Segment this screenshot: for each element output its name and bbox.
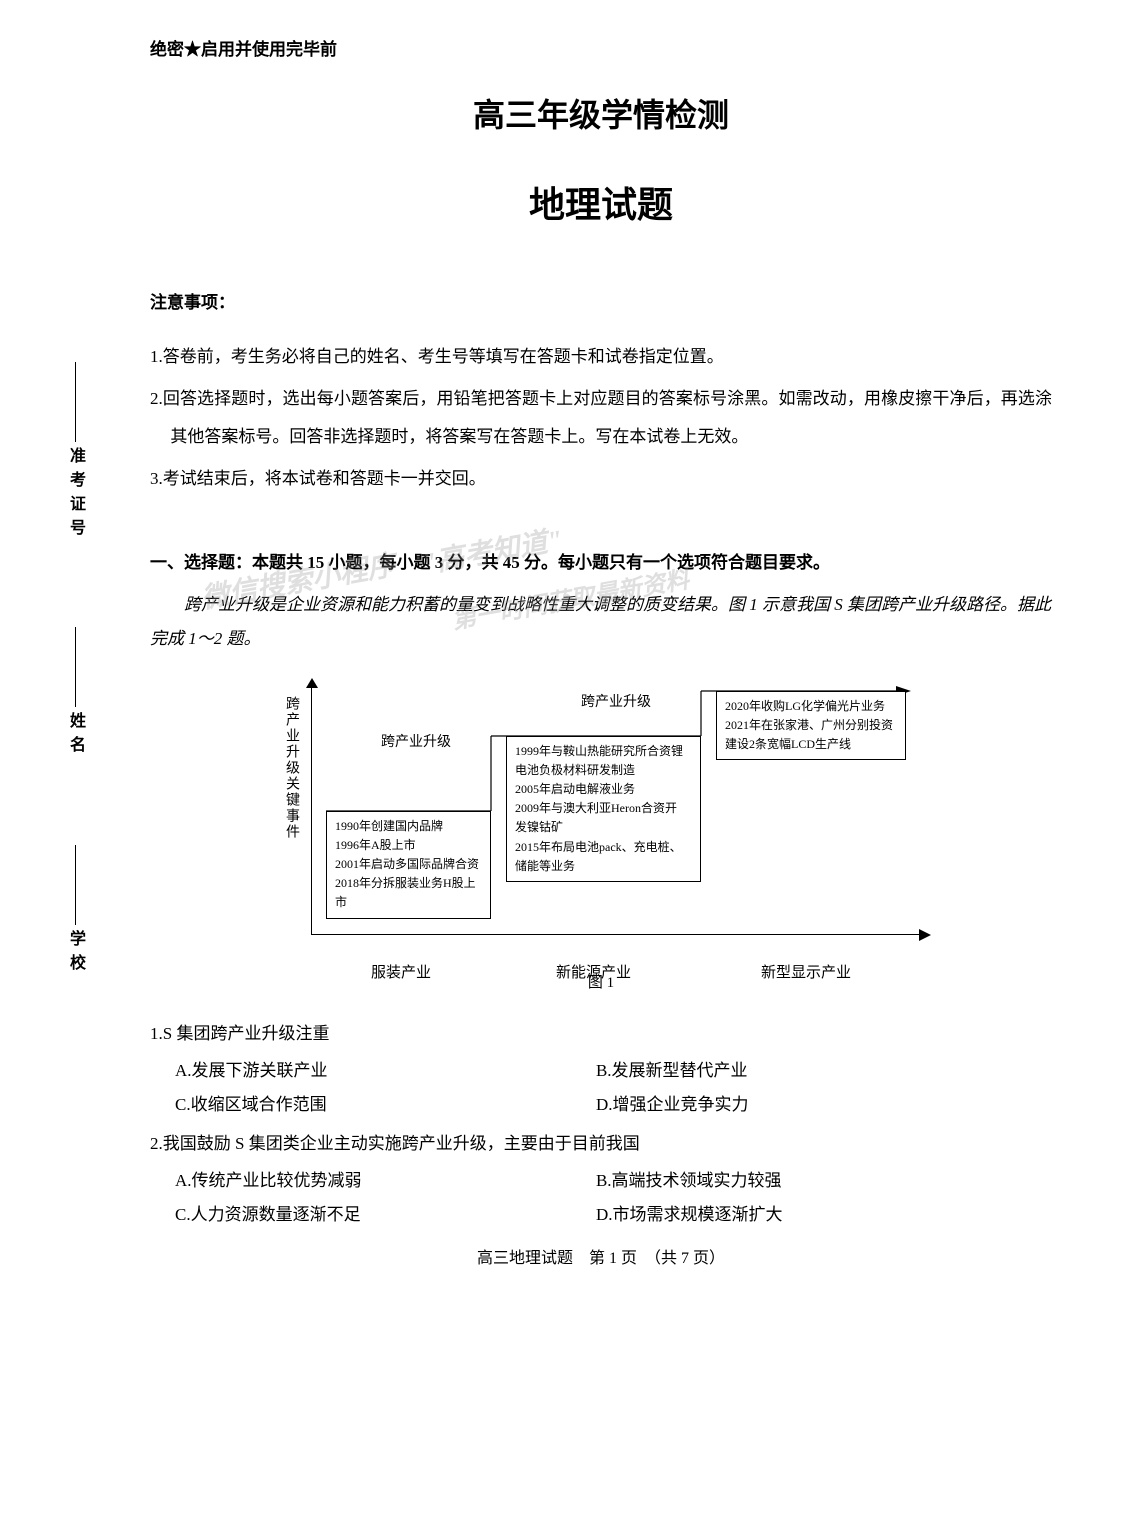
section1-title: 一、选择题：本题共 15 小题，每小题 3 分，共 45 分。每小题只有一个选项… [150,548,1052,573]
q2-option-c: C.人力资源数量逐渐不足 [175,1198,596,1232]
q2-option-b: B.高端技术领域实力较强 [596,1164,1017,1198]
sidebar-school: 学校 [63,845,87,978]
student-info-sidebar: 准考证号 姓名 学校 [55,320,95,1020]
q1-stem: 1.S 集团跨产业升级注重 [150,1017,1052,1051]
title-sub: 地理试题 [150,176,1052,228]
q1-option-d: D.增强企业竞争实力 [596,1088,1017,1122]
x-label-1: 服装产业 [371,961,431,982]
notice-3: 3.考试结束后，将本试卷和答题卡一并交回。 [150,460,1052,497]
q1-option-b: B.发展新型替代产业 [596,1054,1017,1088]
notice-1: 1.答卷前，考生务必将自己的姓名、考生号等填写在答题卡和试卷指定位置。 [150,338,1052,375]
page-footer: 高三地理试题 第 1 页 （共 7 页） [150,1244,1052,1268]
question-1: 1.S 集团跨产业升级注重 A.发展下游关联产业 B.发展新型替代产业 C.收缩… [150,1017,1052,1122]
q2-stem: 2.我国鼓励 S 集团类企业主动实施跨产业升级，主要由于目前我国 [150,1127,1052,1161]
y-axis-label: 跨产业升级关键事件 [281,696,301,840]
step-label-2: 跨产业升级 [581,691,651,711]
exam-page: 准考证号 姓名 学校 绝密★启用并使用完毕前 高三年级学情检测 地理试题 注意事… [0,0,1132,1517]
arrow-right-icon [919,929,931,941]
notice-title: 注意事项： [150,288,1052,313]
sidebar-exam-id: 准考证号 [63,362,87,543]
q1-option-a: A.发展下游关联产业 [175,1054,596,1088]
step-label-1: 跨产业升级 [381,731,451,751]
title-main: 高三年级学情检测 [150,90,1052,136]
x-label-2: 新能源产业 [556,961,631,982]
question-2: 2.我国鼓励 S 集团类企业主动实施跨产业升级，主要由于目前我国 A.传统产业比… [150,1127,1052,1232]
q2-option-d: D.市场需求规模逐渐扩大 [596,1198,1017,1232]
diagram-box-apparel: 1990年创建国内品牌 1996年A股上市 2001年启动多国际品牌合资 201… [326,811,491,919]
confidential-label: 绝密★启用并使用完毕前 [150,35,1052,60]
q2-option-a: A.传统产业比较优势减弱 [175,1164,596,1198]
figure-1-diagram: 跨产业升级关键事件 跨产业升级 跨产业升级 1990年创建国内品牌 1996年A… [251,676,951,956]
q1-option-c: C.收缩区域合作范围 [175,1088,596,1122]
x-label-3: 新型显示产业 [761,961,851,982]
notice-2: 2.回答选择题时，选出每小题答案后，用铅笔把答题卡上对应题目的答案标号涂黑。如需… [150,380,1052,455]
diagram-box-energy: 1999年与鞍山热能研究所合资锂 电池负极材料研发制造 2005年启动电解液业务… [506,736,701,882]
diagram-box-display: 2020年收购LG化学偏光片业务 2021年在张家港、广州分别投资 建设2条宽幅… [716,691,906,761]
sidebar-name: 姓名 [63,627,87,760]
intro-text: 跨产业升级是企业资源和能力积蓄的量变到战略性重大调整的质变结果。图 1 示意我国… [150,588,1052,656]
